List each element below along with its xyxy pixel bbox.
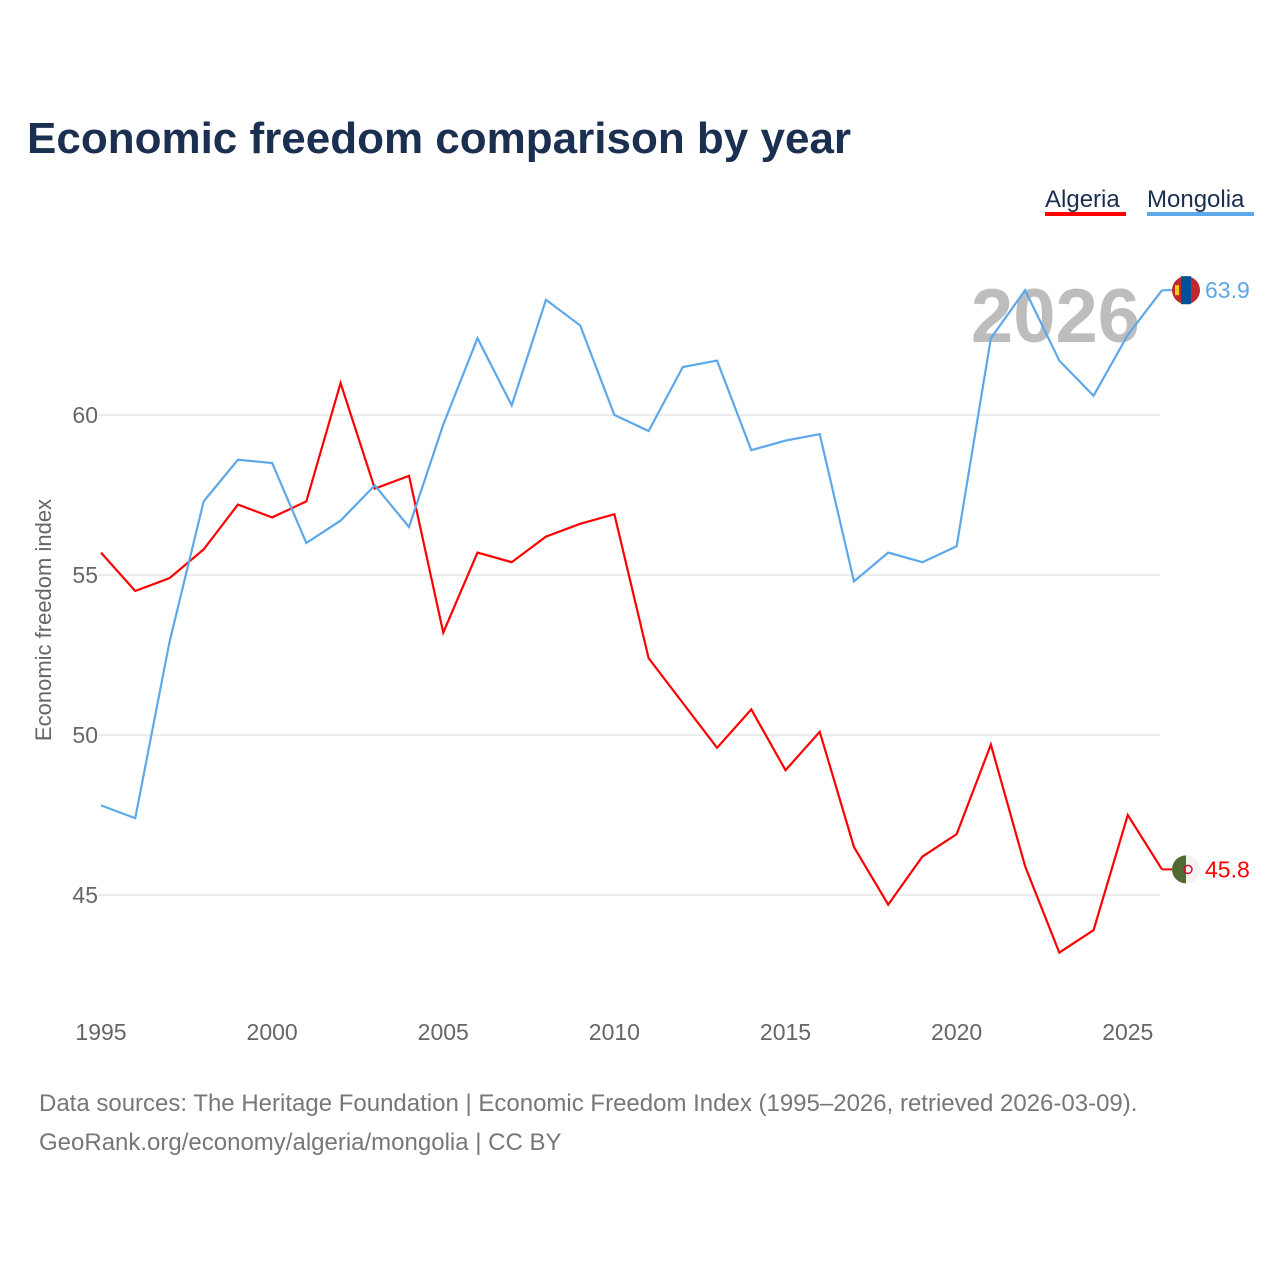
y-tick-label: 45: [72, 882, 98, 908]
legend-label: Algeria: [1045, 186, 1120, 213]
legend-label: Mongolia: [1147, 186, 1245, 213]
x-tick-label: 1995: [75, 1019, 126, 1045]
legend-item-mongolia[interactable]: Mongolia: [1147, 186, 1254, 216]
series-line-algeria: [100, 379, 1163, 955]
chart-title: Economic freedom comparison by year: [27, 114, 851, 163]
legend-swatch: [1045, 212, 1126, 216]
legend-swatch: [1147, 212, 1254, 216]
y-tick-label: 60: [72, 402, 98, 428]
mongolia-flag-icon: [1172, 276, 1200, 305]
y-tick-label: 55: [72, 562, 98, 588]
x-tick-label: 2015: [760, 1019, 811, 1045]
year-watermark: 2026: [971, 274, 1140, 359]
footer-sources: Data sources: The Heritage Foundation | …: [39, 1090, 1137, 1117]
algeria-flag-icon: [1172, 855, 1200, 884]
end-value-label: 45.8: [1205, 856, 1250, 882]
y-axis-label: Economic freedom index: [31, 499, 56, 741]
x-tick-label: 2020: [931, 1019, 982, 1045]
x-tick-label: 2025: [1102, 1019, 1153, 1045]
x-tick-label: 2010: [589, 1019, 640, 1045]
legend-item-algeria[interactable]: Algeria: [1045, 186, 1126, 216]
x-tick-label: 2000: [247, 1019, 298, 1045]
y-tick-label: 50: [72, 722, 98, 748]
series-line-mongolia: [100, 288, 1163, 820]
x-tick-label: 2005: [418, 1019, 469, 1045]
footer-link[interactable]: GeoRank.org/economy/algeria/mongolia | C…: [39, 1129, 562, 1156]
end-value-label: 63.9: [1205, 277, 1250, 303]
